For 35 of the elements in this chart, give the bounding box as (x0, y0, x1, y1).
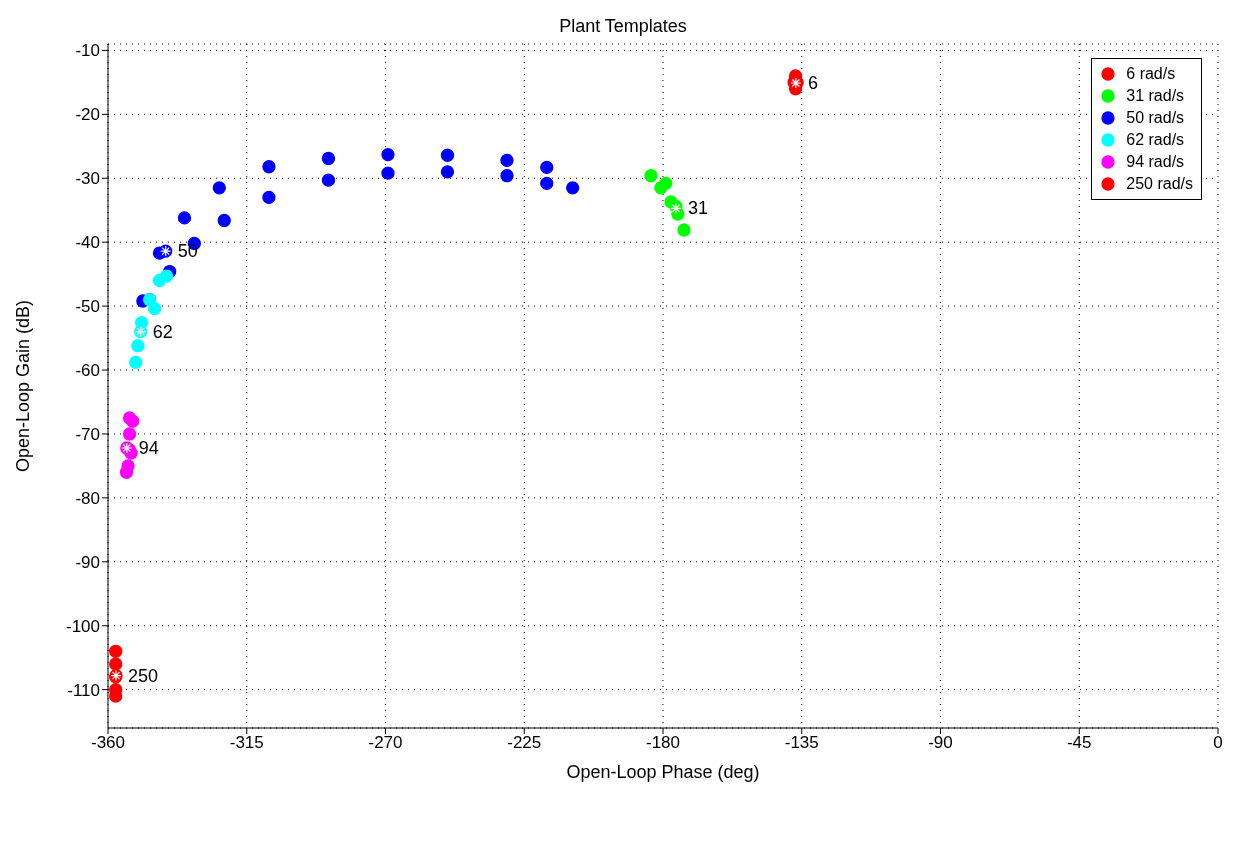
y-tick-label: -50 (75, 297, 100, 317)
y-tick-label: -90 (75, 552, 100, 572)
x-axis-title: Open-Loop Phase (deg) (566, 762, 760, 782)
legend-label: 62 rad/s (1126, 130, 1185, 150)
annotation: 31 (687, 198, 708, 219)
annotation: 50 (177, 241, 198, 262)
x-tick-label: -45 (1066, 733, 1092, 753)
y-tick-label: -30 (75, 169, 100, 189)
legend-label: 50 rad/s (1126, 108, 1185, 128)
y-tick-label: -60 (75, 361, 100, 381)
x-tick-label: -180 (645, 733, 681, 753)
legend-label: 94 rad/s (1126, 152, 1185, 172)
x-tick-label: 0 (1213, 733, 1223, 753)
y-tick-label: -10 (75, 41, 100, 61)
y-tick-label: -70 (75, 424, 100, 444)
y-tick-label: -20 (75, 105, 100, 125)
chart-title: Plant Templates (558, 16, 688, 37)
annotation: 94 (138, 438, 159, 459)
x-tick-label: -90 (928, 733, 953, 753)
x-tick-label: -360 (90, 733, 126, 753)
legend-label: 6 rad/s (1126, 64, 1176, 84)
legend-label: 31 rad/s (1126, 86, 1185, 106)
y-axis-title: Open-Loop Gain (dB) (13, 299, 34, 473)
annotation: 250 (128, 665, 159, 686)
y-tick-label: -100 (65, 616, 100, 636)
legend-label: 250 rad/s (1126, 174, 1193, 194)
y-tick-label: -80 (75, 488, 100, 508)
x-tick-label: -135 (784, 733, 819, 753)
annotation: 6 (807, 72, 818, 93)
y-tick-label: -40 (75, 233, 100, 253)
y-tick-label: -110 (67, 680, 100, 700)
x-tick-label: -270 (368, 733, 403, 753)
x-tick-label: -315 (229, 733, 264, 753)
x-tick-label: -225 (507, 733, 542, 753)
annotation: 62 (152, 321, 173, 342)
